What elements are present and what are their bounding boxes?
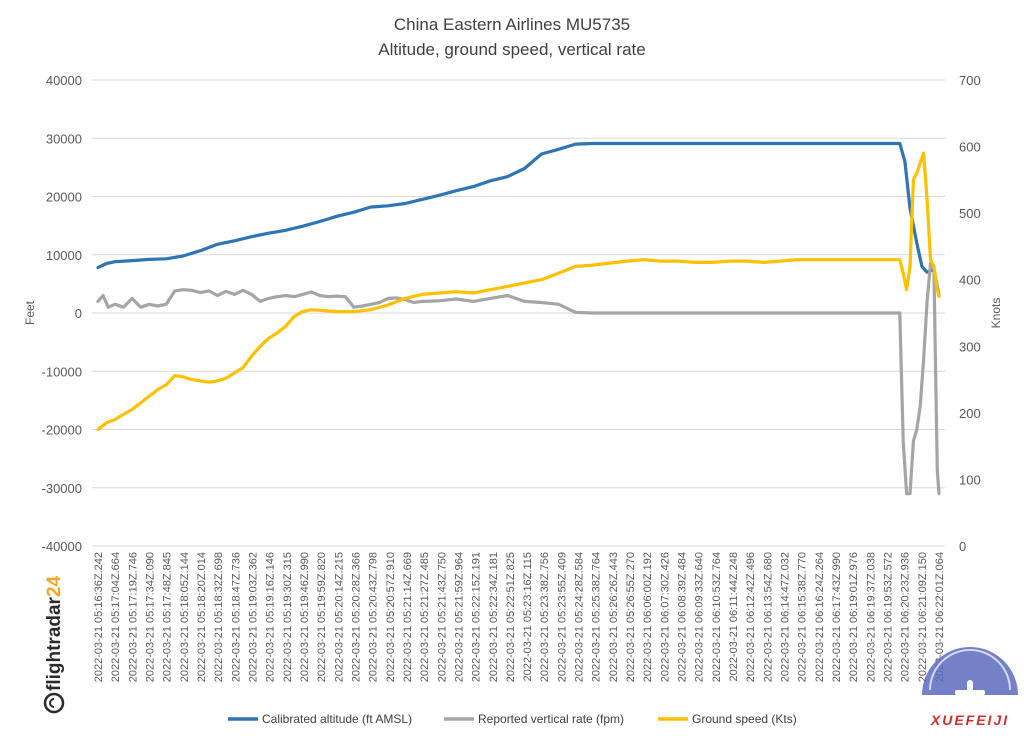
x-tick-label: 2022-03-21 05:21:59Z.964	[453, 552, 465, 682]
legend-label: Reported vertical rate (fpm)	[478, 712, 624, 726]
x-tick-label: 2022-03-21 05:17:48Z.845	[162, 552, 174, 682]
y-tick-right-label: 100	[959, 472, 981, 487]
x-tick-label: 2022-03-21 05:16:36Z.242	[93, 552, 105, 682]
chart-subtitle: Altitude, ground speed, vertical rate	[378, 40, 645, 59]
y-tick-left-label: 20000	[46, 190, 82, 205]
x-tick-label: 2022-03-21 05:20:28Z.366	[350, 552, 362, 682]
x-tick-label: 2022-03-21 05:24:28Z.584	[574, 552, 586, 682]
watermark-logo: XUEFEIJI	[922, 647, 1018, 728]
x-tick-label: 2022-03-21 05:22:34Z.181	[488, 552, 500, 682]
x-tick-label: 2022-03-21 05:23:16Z.115	[522, 552, 534, 681]
x-tick-label: 2022-03-21 06:10:53Z.764	[711, 552, 723, 682]
brand-main: flightradar24	[44, 575, 65, 691]
watermark-text: XUEFEIJI	[930, 712, 1009, 728]
y-tick-left-label: -10000	[42, 364, 82, 379]
x-tick-label: 2022-03-21 06:06:00Z.192	[642, 552, 654, 682]
x-tick-label: 2022-03-21 06:09:33Z.640	[694, 552, 706, 682]
x-tick-label: 2022-03-21 05:21:27Z.485	[419, 552, 431, 682]
x-tick-label: 2022-03-21 05:18:05Z.144	[179, 552, 191, 682]
flightradar24-logo: flightradar24	[43, 575, 65, 714]
x-tick-label: 2022-03-21 06:19:01Z.976	[848, 552, 860, 682]
y-tick-left-label: -40000	[42, 539, 82, 554]
x-tick-label: 2022-03-21 05:20:43Z.798	[368, 552, 380, 682]
x-tick-label: 2022-03-21 06:21:09Z.150	[917, 552, 929, 682]
x-tick-label: 2022-03-21 05:17:34Z.090	[145, 552, 157, 682]
x-tick-label: 2022-03-21 05:18:32Z.698	[213, 552, 225, 682]
x-tick-label: 2022-03-21 06:15:38Z.770	[797, 552, 809, 682]
x-tick-label: 2022-03-21 05:22:15Z.191	[471, 552, 483, 682]
y-tick-left-label: 30000	[46, 131, 82, 146]
x-tick-label: 2022-03-21 06:07:30Z.426	[659, 552, 671, 682]
series-line-ground	[96, 151, 941, 432]
x-tick-label: 2022-03-21 06:08:39Z.484	[677, 552, 689, 682]
y-tick-left-label: 0	[75, 306, 82, 321]
x-tick-label: 2022-03-21 05:23:38Z.756	[539, 552, 551, 682]
legend-label: Ground speed (Kts)	[692, 712, 797, 726]
x-tick-label: 2022-03-21 05:20:57Z.910	[385, 552, 397, 682]
x-tick-label: 2022-03-21 05:17:19Z.746	[127, 552, 139, 682]
y-tick-right-label: 500	[959, 206, 981, 221]
legend: Calibrated altitude (ft AMSL) Reported ve…	[228, 712, 797, 726]
y-axis-right-title: Knots	[989, 298, 1003, 329]
x-tick-label: 2022-03-21 05:22:51Z.825	[505, 552, 517, 682]
y-tick-right-label: 0	[959, 539, 966, 554]
series-line-reported	[96, 261, 941, 496]
x-tick-label: 2022-03-21 06:17:43Z.990	[831, 552, 843, 682]
x-tick-label: 2022-03-21 06:11:44Z.248	[728, 552, 740, 681]
x-tick-label: 2022-03-21 05:17:04Z.664	[110, 552, 122, 682]
x-tick-label: 2022-03-21 05:25:38Z.764	[591, 552, 603, 682]
x-tick-label: 2022-03-21 06:19:53Z.572	[883, 552, 895, 682]
legend-label: Calibrated altitude (ft AMSL)	[262, 712, 412, 726]
y-tick-right-label: 300	[959, 339, 981, 354]
x-tick-label: 2022-03-21 05:20:14Z.215	[333, 552, 345, 682]
y-tick-right-label: 200	[959, 406, 981, 421]
x-tick-label: 2022-03-21 06:19:37Z.038	[865, 552, 877, 682]
x-tick-label: 2022-03-21 06:12:42Z.496	[745, 552, 757, 682]
y-axis-left-title: Feet	[23, 300, 37, 325]
x-tick-label: 2022-03-21 05:18:47Z.736	[230, 552, 242, 682]
x-tick-label: 2022-03-21 05:21:14Z.669	[402, 552, 414, 682]
y-tick-left-label: 40000	[46, 73, 82, 88]
y-tick-left-label: 10000	[46, 248, 82, 263]
y-tick-left-label: -30000	[42, 481, 82, 496]
x-tick-label: 2022-03-21 06:16:24Z.264	[814, 552, 826, 682]
x-tick-label: 2022-03-21 05:23:55Z.409	[556, 552, 568, 682]
x-tick-label: 2022-03-21 05:19:16Z.146	[265, 552, 277, 682]
x-tick-label: 2022-03-21 06:20:23Z.936	[900, 552, 912, 682]
x-tick-label: 2022-03-21 06:14:47Z.032	[780, 552, 792, 682]
chart-title: China Eastern Airlines MU5735	[394, 15, 630, 34]
x-axis: 2022-03-21 05:16:36Z.242 2022-03-21 05:17…	[93, 552, 946, 682]
series-layer	[96, 141, 941, 496]
y-tick-left-label: -20000	[42, 423, 82, 438]
x-tick-label: 2022-03-21 06:22:01Z.064	[934, 552, 946, 682]
y-tick-right-label: 400	[959, 273, 981, 288]
x-tick-label: 2022-03-21 05:19:03Z.362	[248, 552, 260, 682]
x-tick-label: 2022-03-21 05:18:20Z.014	[196, 552, 208, 682]
y-axis-right: 700 600 500 400 300 200 100 0	[959, 73, 981, 554]
series-line-calibrated	[96, 141, 941, 298]
airplane-icon	[955, 680, 985, 706]
x-tick-label: 2022-03-21 05:26:55Z.270	[625, 552, 637, 682]
x-tick-label: 2022-03-21 05:19:59Z.820	[316, 552, 328, 682]
x-tick-label: 2022-03-21 05:19:30Z.315	[282, 552, 294, 682]
x-tick-label: 2022-03-21 05:21:43Z.750	[436, 552, 448, 682]
x-tick-label: 2022-03-21 05:19:46Z.990	[299, 552, 311, 682]
y-axis-left: 40000 30000 20000 10000 0 -10000 -20000 -30000 -…	[42, 73, 82, 554]
y-tick-right-label: 600	[959, 140, 981, 155]
y-tick-right-label: 700	[959, 73, 981, 88]
x-tick-label: 2022-03-21 05:26:26Z.443	[608, 552, 620, 682]
x-tick-label: 2022-03-21 06:13:54Z.680	[762, 552, 774, 682]
